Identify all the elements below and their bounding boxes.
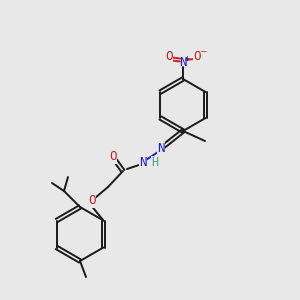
Text: O: O: [193, 50, 201, 62]
Text: H: H: [152, 157, 159, 169]
Text: +: +: [185, 54, 190, 63]
Text: −: −: [201, 47, 207, 57]
Text: O: O: [165, 50, 173, 62]
Text: N: N: [179, 56, 187, 70]
Text: N: N: [157, 142, 165, 155]
Text: O: O: [109, 151, 117, 164]
Text: O: O: [88, 194, 96, 208]
Text: N: N: [139, 157, 147, 169]
